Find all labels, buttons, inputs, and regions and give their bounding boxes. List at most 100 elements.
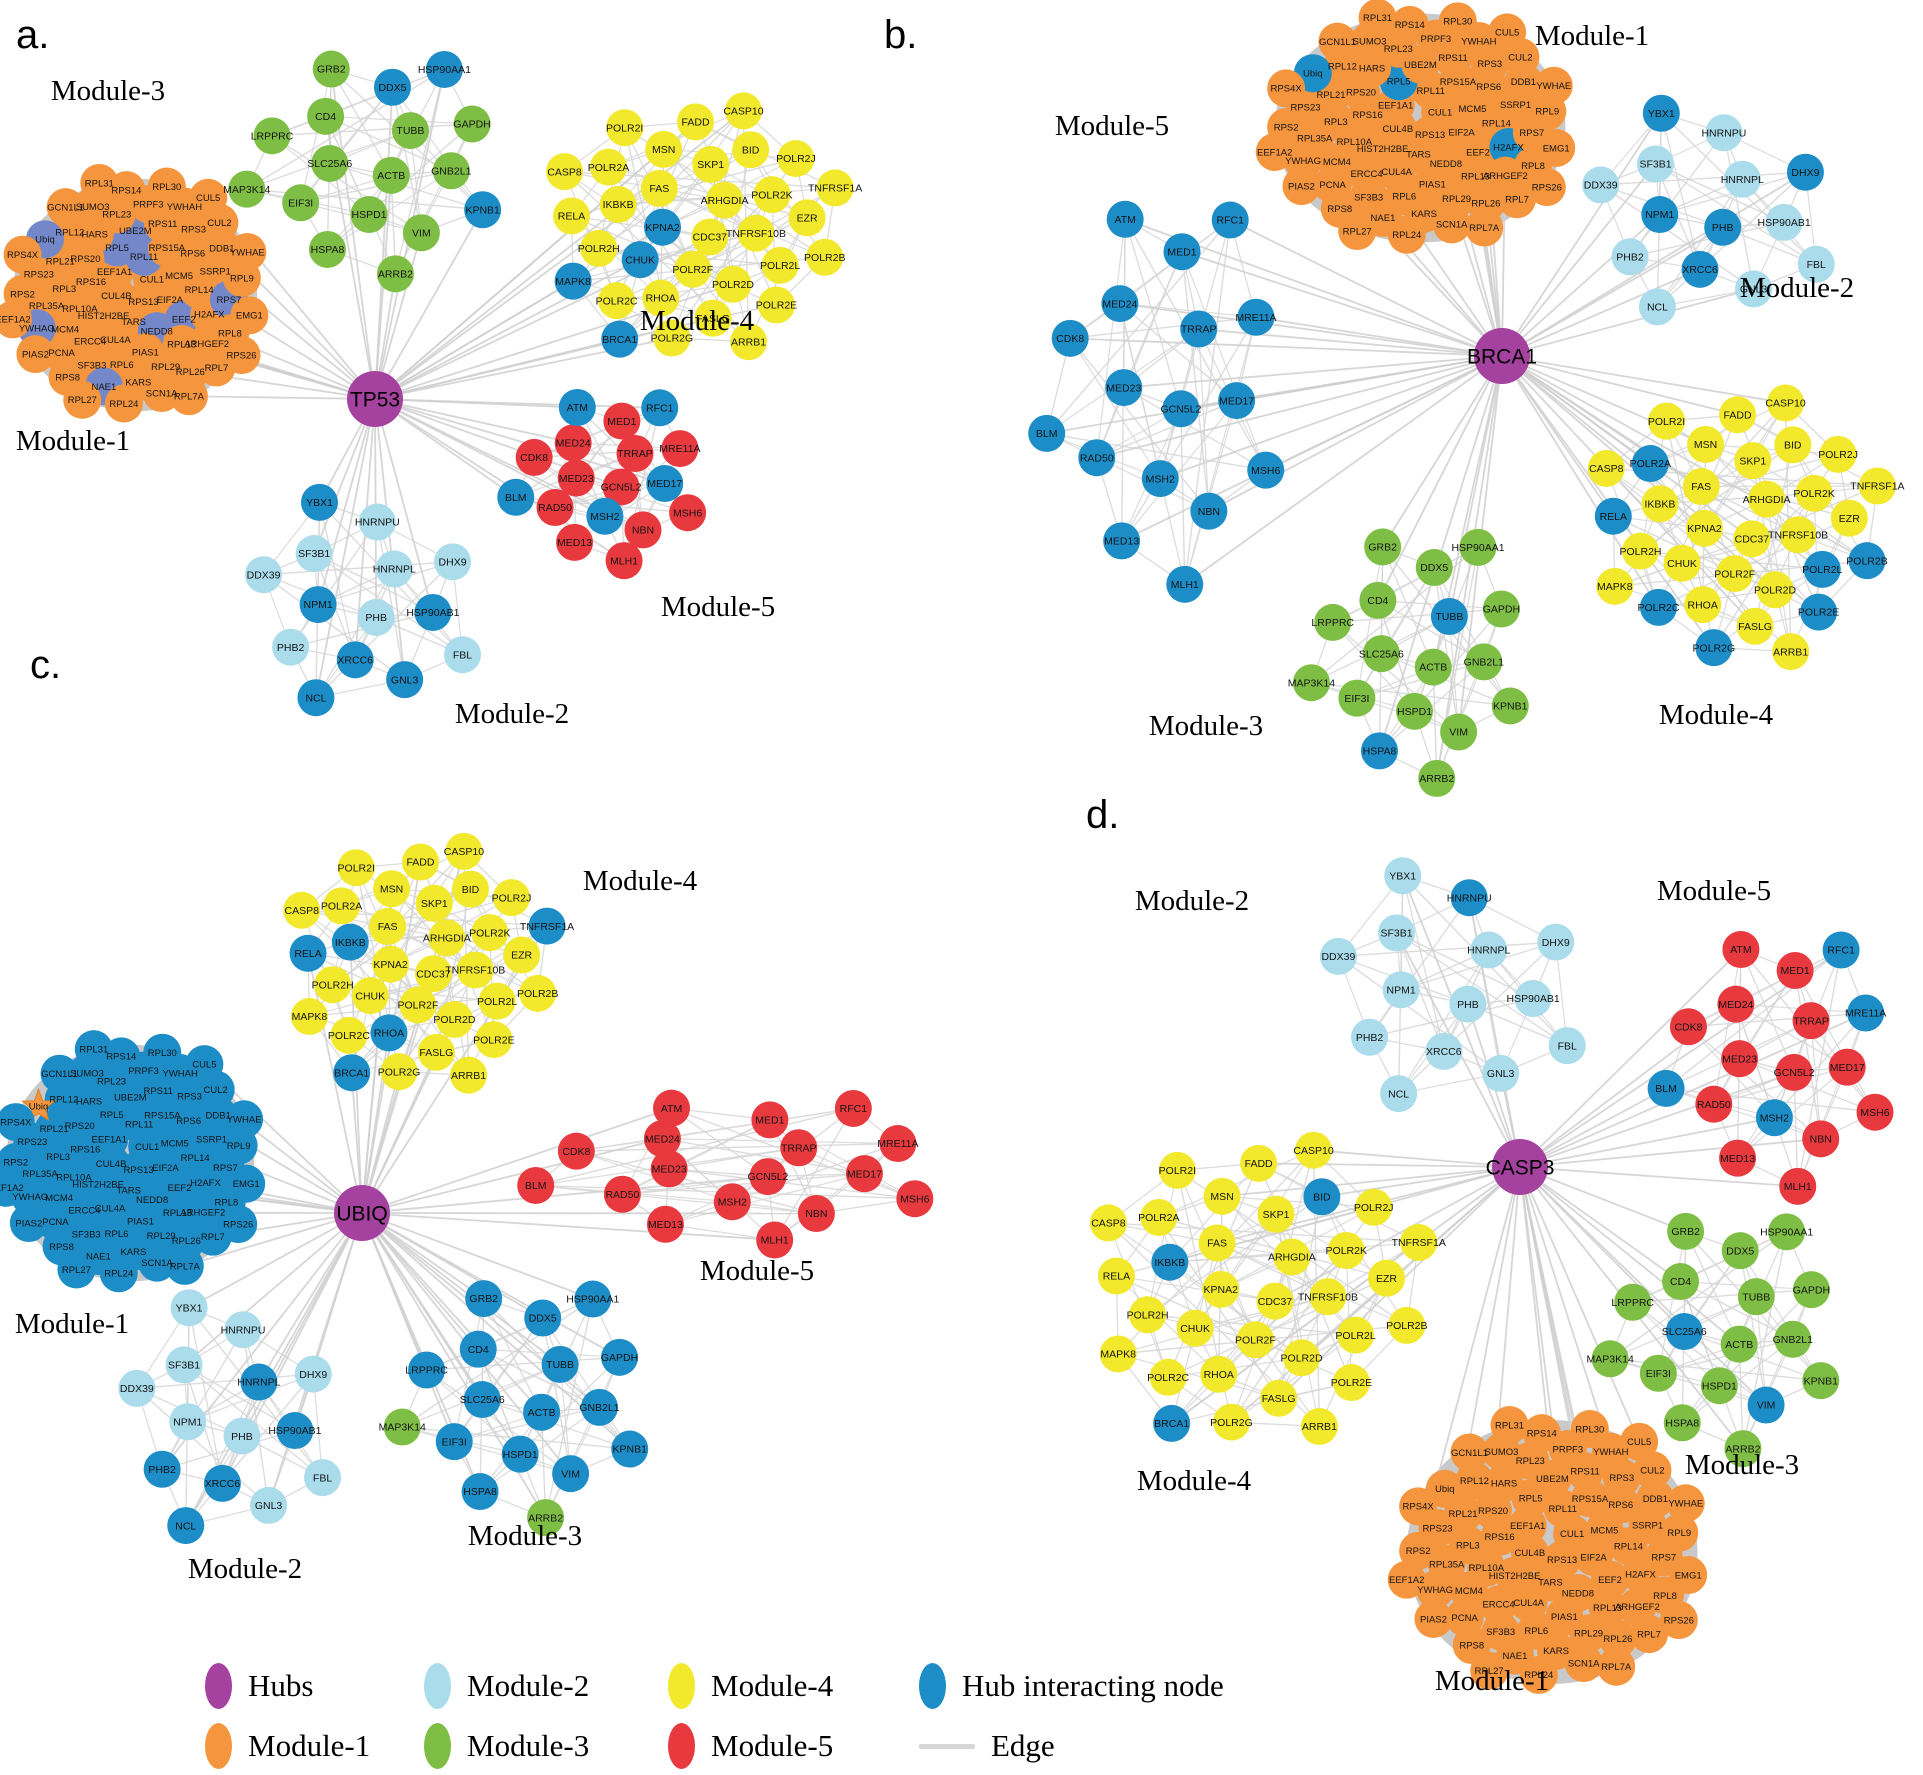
node-MED24[interactable]: [1717, 985, 1755, 1023]
node-RPS26[interactable]: [1659, 1601, 1698, 1640]
node-CASP10[interactable]: [1767, 384, 1805, 422]
node-SKP1[interactable]: [1257, 1195, 1295, 1233]
node-HSP90AA1[interactable]: [1768, 1213, 1806, 1251]
node-RHOA[interactable]: [1200, 1355, 1238, 1393]
node-DDX5[interactable]: [1415, 548, 1453, 586]
node-MSH2[interactable]: [713, 1183, 751, 1221]
node-CD4[interactable]: [1662, 1263, 1700, 1301]
node-FAS[interactable]: [1682, 467, 1720, 505]
node-GAPDH[interactable]: [601, 1338, 639, 1376]
node-DDX39[interactable]: [118, 1369, 156, 1407]
node-NCL[interactable]: [1638, 288, 1676, 326]
node-TNFRSF10B[interactable]: [737, 214, 775, 252]
node-YBX1[interactable]: [301, 483, 339, 521]
node-MED17[interactable]: [646, 465, 684, 503]
node-BLM[interactable]: [1028, 414, 1066, 452]
node-SKP1[interactable]: [415, 884, 453, 922]
node-POLR2L[interactable]: [1337, 1316, 1375, 1354]
node-IKBKB[interactable]: [599, 185, 637, 223]
node-CDC37[interactable]: [414, 955, 452, 993]
node-NPM1[interactable]: [299, 586, 337, 624]
node-MED17[interactable]: [1218, 382, 1256, 420]
node-FBL[interactable]: [1797, 245, 1835, 283]
node-MAPK8[interactable]: [554, 262, 592, 300]
node-MSH2[interactable]: [1755, 1099, 1793, 1137]
node-MED17[interactable]: [845, 1155, 883, 1193]
node-RPL7A[interactable]: [1597, 1647, 1636, 1686]
node-GNB2L1[interactable]: [1774, 1320, 1812, 1358]
node-HSPD1[interactable]: [501, 1435, 539, 1473]
node-MSN[interactable]: [1687, 426, 1725, 464]
node-RFC1[interactable]: [834, 1089, 872, 1127]
node-RELA[interactable]: [1097, 1257, 1135, 1295]
node-CDK8[interactable]: [1669, 1008, 1707, 1046]
node-NBN[interactable]: [1802, 1120, 1840, 1158]
node-CASP8[interactable]: [1089, 1204, 1127, 1242]
node-TNFRSF10B[interactable]: [1779, 516, 1817, 554]
hub-node-BRCA1[interactable]: [1474, 328, 1530, 384]
node-DDX5[interactable]: [1721, 1232, 1759, 1270]
node-HSPD1[interactable]: [1396, 692, 1434, 730]
node-FADD[interactable]: [677, 103, 715, 141]
node-RPL24[interactable]: [1519, 1655, 1558, 1694]
node-TNFRSF10B[interactable]: [1309, 1278, 1347, 1316]
node-EZR[interactable]: [1368, 1259, 1406, 1297]
node-SCN1A[interactable]: [1432, 205, 1471, 244]
node-GNL3[interactable]: [386, 661, 424, 699]
node-SF3B1[interactable]: [1636, 145, 1674, 183]
node-POLR2K[interactable]: [753, 176, 791, 214]
node-DHX9[interactable]: [434, 543, 472, 581]
node-RPS4X[interactable]: [1267, 69, 1306, 108]
node-POLR2F[interactable]: [399, 986, 437, 1024]
node-CDC37[interactable]: [1256, 1282, 1294, 1320]
node-NCL[interactable]: [297, 679, 335, 717]
node-HSP90AA1[interactable]: [574, 1280, 612, 1318]
node-TRRAP[interactable]: [1180, 310, 1218, 348]
node-RPS4X[interactable]: [3, 235, 42, 274]
node-YWHAE[interactable]: [1534, 66, 1573, 105]
node-EMG1[interactable]: [1537, 128, 1576, 167]
node-POLR2D[interactable]: [435, 1001, 473, 1039]
node-RELA[interactable]: [1594, 497, 1632, 535]
node-POLR2A[interactable]: [323, 887, 361, 925]
node-SLC25A6[interactable]: [1362, 635, 1400, 673]
node-BID[interactable]: [451, 870, 489, 908]
node-DDX39[interactable]: [245, 556, 283, 594]
node-YBX1[interactable]: [1384, 857, 1422, 895]
node-POLR2F[interactable]: [674, 250, 712, 288]
node-POLR2C[interactable]: [1639, 588, 1677, 626]
node-CUL5[interactable]: [189, 178, 228, 217]
node-POLR2H[interactable]: [1622, 532, 1660, 570]
node-RPL31[interactable]: [80, 163, 119, 202]
node-ARRB2[interactable]: [1418, 759, 1456, 797]
node-EEF1A2[interactable]: [1255, 132, 1294, 171]
node-POLR2D[interactable]: [714, 265, 752, 303]
node-RPL30[interactable]: [1438, 2, 1477, 41]
node-FADD[interactable]: [1719, 396, 1757, 434]
node-RPL31[interactable]: [1358, 0, 1397, 37]
node-MED23[interactable]: [557, 459, 595, 497]
node-CUL5[interactable]: [185, 1045, 224, 1084]
node-MED23[interactable]: [1105, 369, 1143, 407]
node-FADD[interactable]: [401, 843, 439, 881]
node-MSN[interactable]: [645, 130, 683, 168]
node-MSH6[interactable]: [896, 1180, 934, 1218]
node-PHB[interactable]: [223, 1417, 261, 1455]
node-PHB[interactable]: [1704, 208, 1742, 246]
node-DDB1[interactable]: [1636, 1479, 1675, 1518]
node-ARRB2[interactable]: [527, 1499, 565, 1537]
node-MSH2[interactable]: [1141, 460, 1179, 498]
node-POLR2J[interactable]: [1355, 1188, 1393, 1226]
node-DDX39[interactable]: [1582, 166, 1620, 204]
node-HARS[interactable]: [1485, 1463, 1524, 1502]
node-TUBB[interactable]: [541, 1345, 579, 1383]
node-TNFRSF1A[interactable]: [816, 169, 854, 207]
node-MAPK8[interactable]: [1596, 567, 1634, 605]
node-KPNB1[interactable]: [464, 191, 502, 229]
node-EMG1[interactable]: [230, 296, 269, 335]
node-SF3B1[interactable]: [1378, 914, 1416, 952]
node-TRRAP[interactable]: [616, 434, 654, 472]
node-POLR2D[interactable]: [1283, 1339, 1321, 1377]
node-RELA[interactable]: [289, 934, 327, 972]
node-BLM[interactable]: [517, 1166, 555, 1204]
